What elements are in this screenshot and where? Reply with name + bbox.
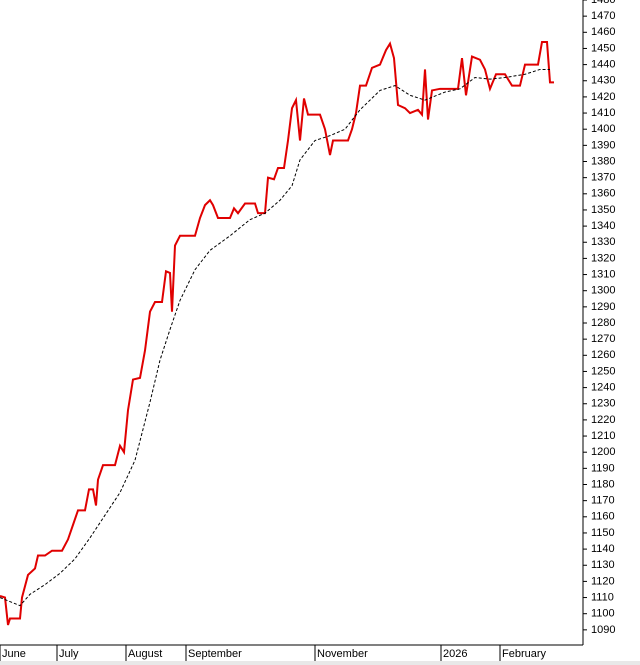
y-tick-label: 1250: [591, 365, 615, 377]
x-tick-label: February: [502, 648, 547, 660]
y-tick-label: 1280: [591, 317, 615, 329]
y-tick-label: 1260: [591, 349, 615, 361]
y-tick-label: 1170: [591, 495, 615, 507]
bottom-strip: [0, 661, 640, 665]
y-tick-label: 1390: [591, 139, 615, 151]
y-tick-label: 1400: [591, 123, 615, 135]
y-tick-label: 1380: [591, 155, 615, 167]
line-series: [0, 68, 550, 607]
y-tick-label: 1190: [591, 462, 615, 474]
x-tick-label: July: [59, 648, 79, 660]
x-tick-label: September: [188, 648, 242, 660]
y-tick-label: 1410: [591, 107, 615, 119]
y-tick-label: 1360: [591, 188, 615, 200]
y-tick-label: 1120: [591, 575, 615, 587]
line-series: [0, 40, 554, 626]
x-tick-label: 2026: [443, 648, 467, 660]
y-tick-label: 1160: [591, 511, 615, 523]
y-tick-label: 1310: [591, 268, 615, 280]
y-tick-label: 1420: [591, 91, 615, 103]
y-tick-label: 1290: [591, 301, 615, 313]
y-tick-label: 1140: [591, 543, 615, 555]
y-tick-label: 1440: [591, 59, 615, 71]
y-tick-label: 1450: [591, 42, 615, 54]
y-tick-label: 1230: [591, 398, 615, 410]
y-tick-label: 1480: [591, 0, 615, 6]
y-tick-label: 1350: [591, 204, 615, 216]
y-tick-label: 1110: [591, 591, 614, 603]
y-tick-label: 1210: [591, 430, 615, 442]
x-tick-label: August: [128, 648, 162, 660]
y-tick-label: 1130: [591, 559, 615, 571]
x-tick-label: June: [2, 648, 26, 660]
y-tick-label: 1090: [591, 624, 615, 636]
y-tick-label: 1150: [591, 527, 615, 539]
y-tick-label: 1430: [591, 75, 615, 87]
y-tick-label: 1240: [591, 382, 615, 394]
y-tick-label: 1270: [591, 333, 615, 345]
y-tick-label: 1180: [591, 478, 615, 490]
y-tick-label: 1370: [591, 172, 615, 184]
y-tick-label: 1220: [591, 414, 615, 426]
y-tick-label: 1320: [591, 252, 615, 264]
y-tick-label: 1300: [591, 285, 615, 297]
y-tick-label: 1330: [591, 236, 615, 248]
y-tick-label: 1470: [591, 10, 615, 22]
y-tick-label: 1100: [591, 608, 615, 620]
y-tick-label: 1200: [591, 446, 615, 458]
x-tick-label: November: [317, 648, 368, 660]
y-tick-label: 1460: [591, 26, 615, 38]
y-tick-label: 1340: [591, 220, 615, 232]
